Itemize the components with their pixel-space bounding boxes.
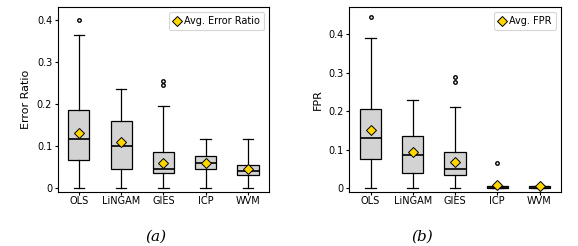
PathPatch shape (238, 165, 258, 175)
PathPatch shape (444, 152, 466, 175)
Legend: Avg. Error Ratio: Avg. Error Ratio (169, 12, 264, 30)
PathPatch shape (110, 121, 132, 169)
Y-axis label: Error Ratio: Error Ratio (21, 70, 31, 129)
Legend: Avg. FPR: Avg. FPR (494, 12, 556, 30)
PathPatch shape (529, 186, 550, 188)
PathPatch shape (195, 156, 216, 169)
PathPatch shape (487, 186, 508, 188)
Y-axis label: FPR: FPR (313, 89, 323, 110)
Text: (b): (b) (411, 230, 433, 244)
Text: (a): (a) (146, 230, 166, 244)
PathPatch shape (360, 109, 381, 159)
PathPatch shape (153, 152, 174, 173)
PathPatch shape (68, 110, 90, 160)
PathPatch shape (402, 136, 423, 173)
